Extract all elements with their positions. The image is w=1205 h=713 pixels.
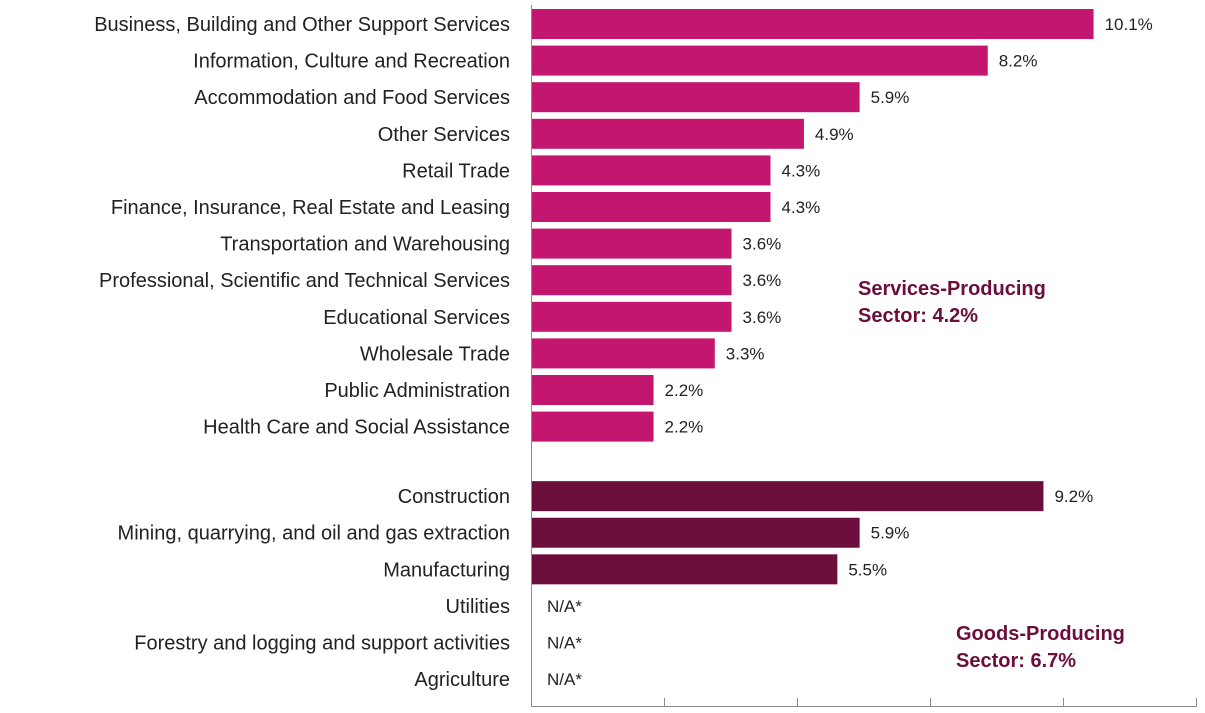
services-bar bbox=[531, 45, 988, 76]
goods-sector-annotation: Goods-Producing Sector: 6.7% bbox=[956, 623, 1125, 672]
services-bar bbox=[531, 82, 860, 113]
category-label: Wholesale Trade bbox=[360, 343, 510, 365]
value-label: 9.2% bbox=[1054, 487, 1093, 506]
category-label: Other Services bbox=[378, 124, 510, 146]
category-label: Transportation and Warehousing bbox=[220, 234, 510, 256]
value-label: 2.2% bbox=[665, 381, 704, 400]
category-label: Construction bbox=[398, 486, 510, 508]
services-bar bbox=[531, 192, 771, 222]
value-label: 4.9% bbox=[815, 125, 854, 144]
value-label: 4.3% bbox=[782, 198, 821, 217]
goods-bar bbox=[531, 517, 860, 548]
value-label: N/A* bbox=[547, 634, 582, 653]
services-bar bbox=[531, 155, 771, 186]
category-label: Forestry and logging and support activit… bbox=[134, 633, 510, 655]
services-sector-annotation: Services-Producing Sector: 4.2% bbox=[858, 278, 1046, 327]
category-label: Educational Services bbox=[323, 307, 510, 329]
services-bar bbox=[531, 9, 1094, 39]
value-label: 10.1% bbox=[1105, 15, 1153, 34]
category-label: Retail Trade bbox=[402, 160, 510, 182]
category-label: Business, Building and Other Support Ser… bbox=[94, 14, 510, 36]
category-label: Finance, Insurance, Real Estate and Leas… bbox=[111, 197, 510, 219]
services-bar bbox=[531, 265, 732, 296]
value-label: 5.9% bbox=[871, 88, 910, 107]
category-label: Utilities bbox=[446, 596, 510, 618]
category-label: Information, Culture and Recreation bbox=[193, 51, 510, 73]
goods-bar bbox=[531, 554, 838, 585]
services-bar bbox=[531, 118, 804, 149]
value-label: N/A* bbox=[547, 670, 582, 689]
services-bar bbox=[531, 338, 715, 369]
services-bar bbox=[531, 228, 732, 259]
services-bar bbox=[531, 301, 732, 332]
annotation-line: Sector: 6.7% bbox=[956, 650, 1076, 672]
category-label: Agriculture bbox=[414, 669, 510, 691]
goods-bar bbox=[531, 481, 1044, 512]
category-label: Mining, quarrying, and oil and gas extra… bbox=[118, 523, 510, 545]
services-bar bbox=[531, 411, 654, 442]
value-label: 3.6% bbox=[743, 271, 782, 290]
value-label: 4.3% bbox=[782, 161, 821, 180]
value-label: 2.2% bbox=[665, 418, 704, 437]
value-label: 5.9% bbox=[871, 524, 910, 543]
category-label: Accommodation and Food Services bbox=[194, 87, 510, 109]
category-label: Professional, Scientific and Technical S… bbox=[99, 270, 510, 292]
category-label: Manufacturing bbox=[383, 559, 510, 581]
value-label: 3.6% bbox=[743, 308, 782, 327]
category-label: Public Administration bbox=[324, 380, 510, 402]
value-label: 3.6% bbox=[743, 235, 782, 254]
category-label: Health Care and Social Assistance bbox=[203, 417, 510, 439]
services-bar bbox=[531, 375, 654, 405]
annotation-line: Services-Producing bbox=[858, 278, 1046, 300]
value-label: 5.5% bbox=[848, 560, 887, 579]
value-label: 3.3% bbox=[726, 344, 765, 363]
annotation-line: Sector: 4.2% bbox=[858, 305, 978, 327]
annotation-line: Goods-Producing bbox=[956, 623, 1125, 645]
value-label: N/A* bbox=[547, 597, 582, 616]
value-label: 8.2% bbox=[999, 52, 1038, 71]
